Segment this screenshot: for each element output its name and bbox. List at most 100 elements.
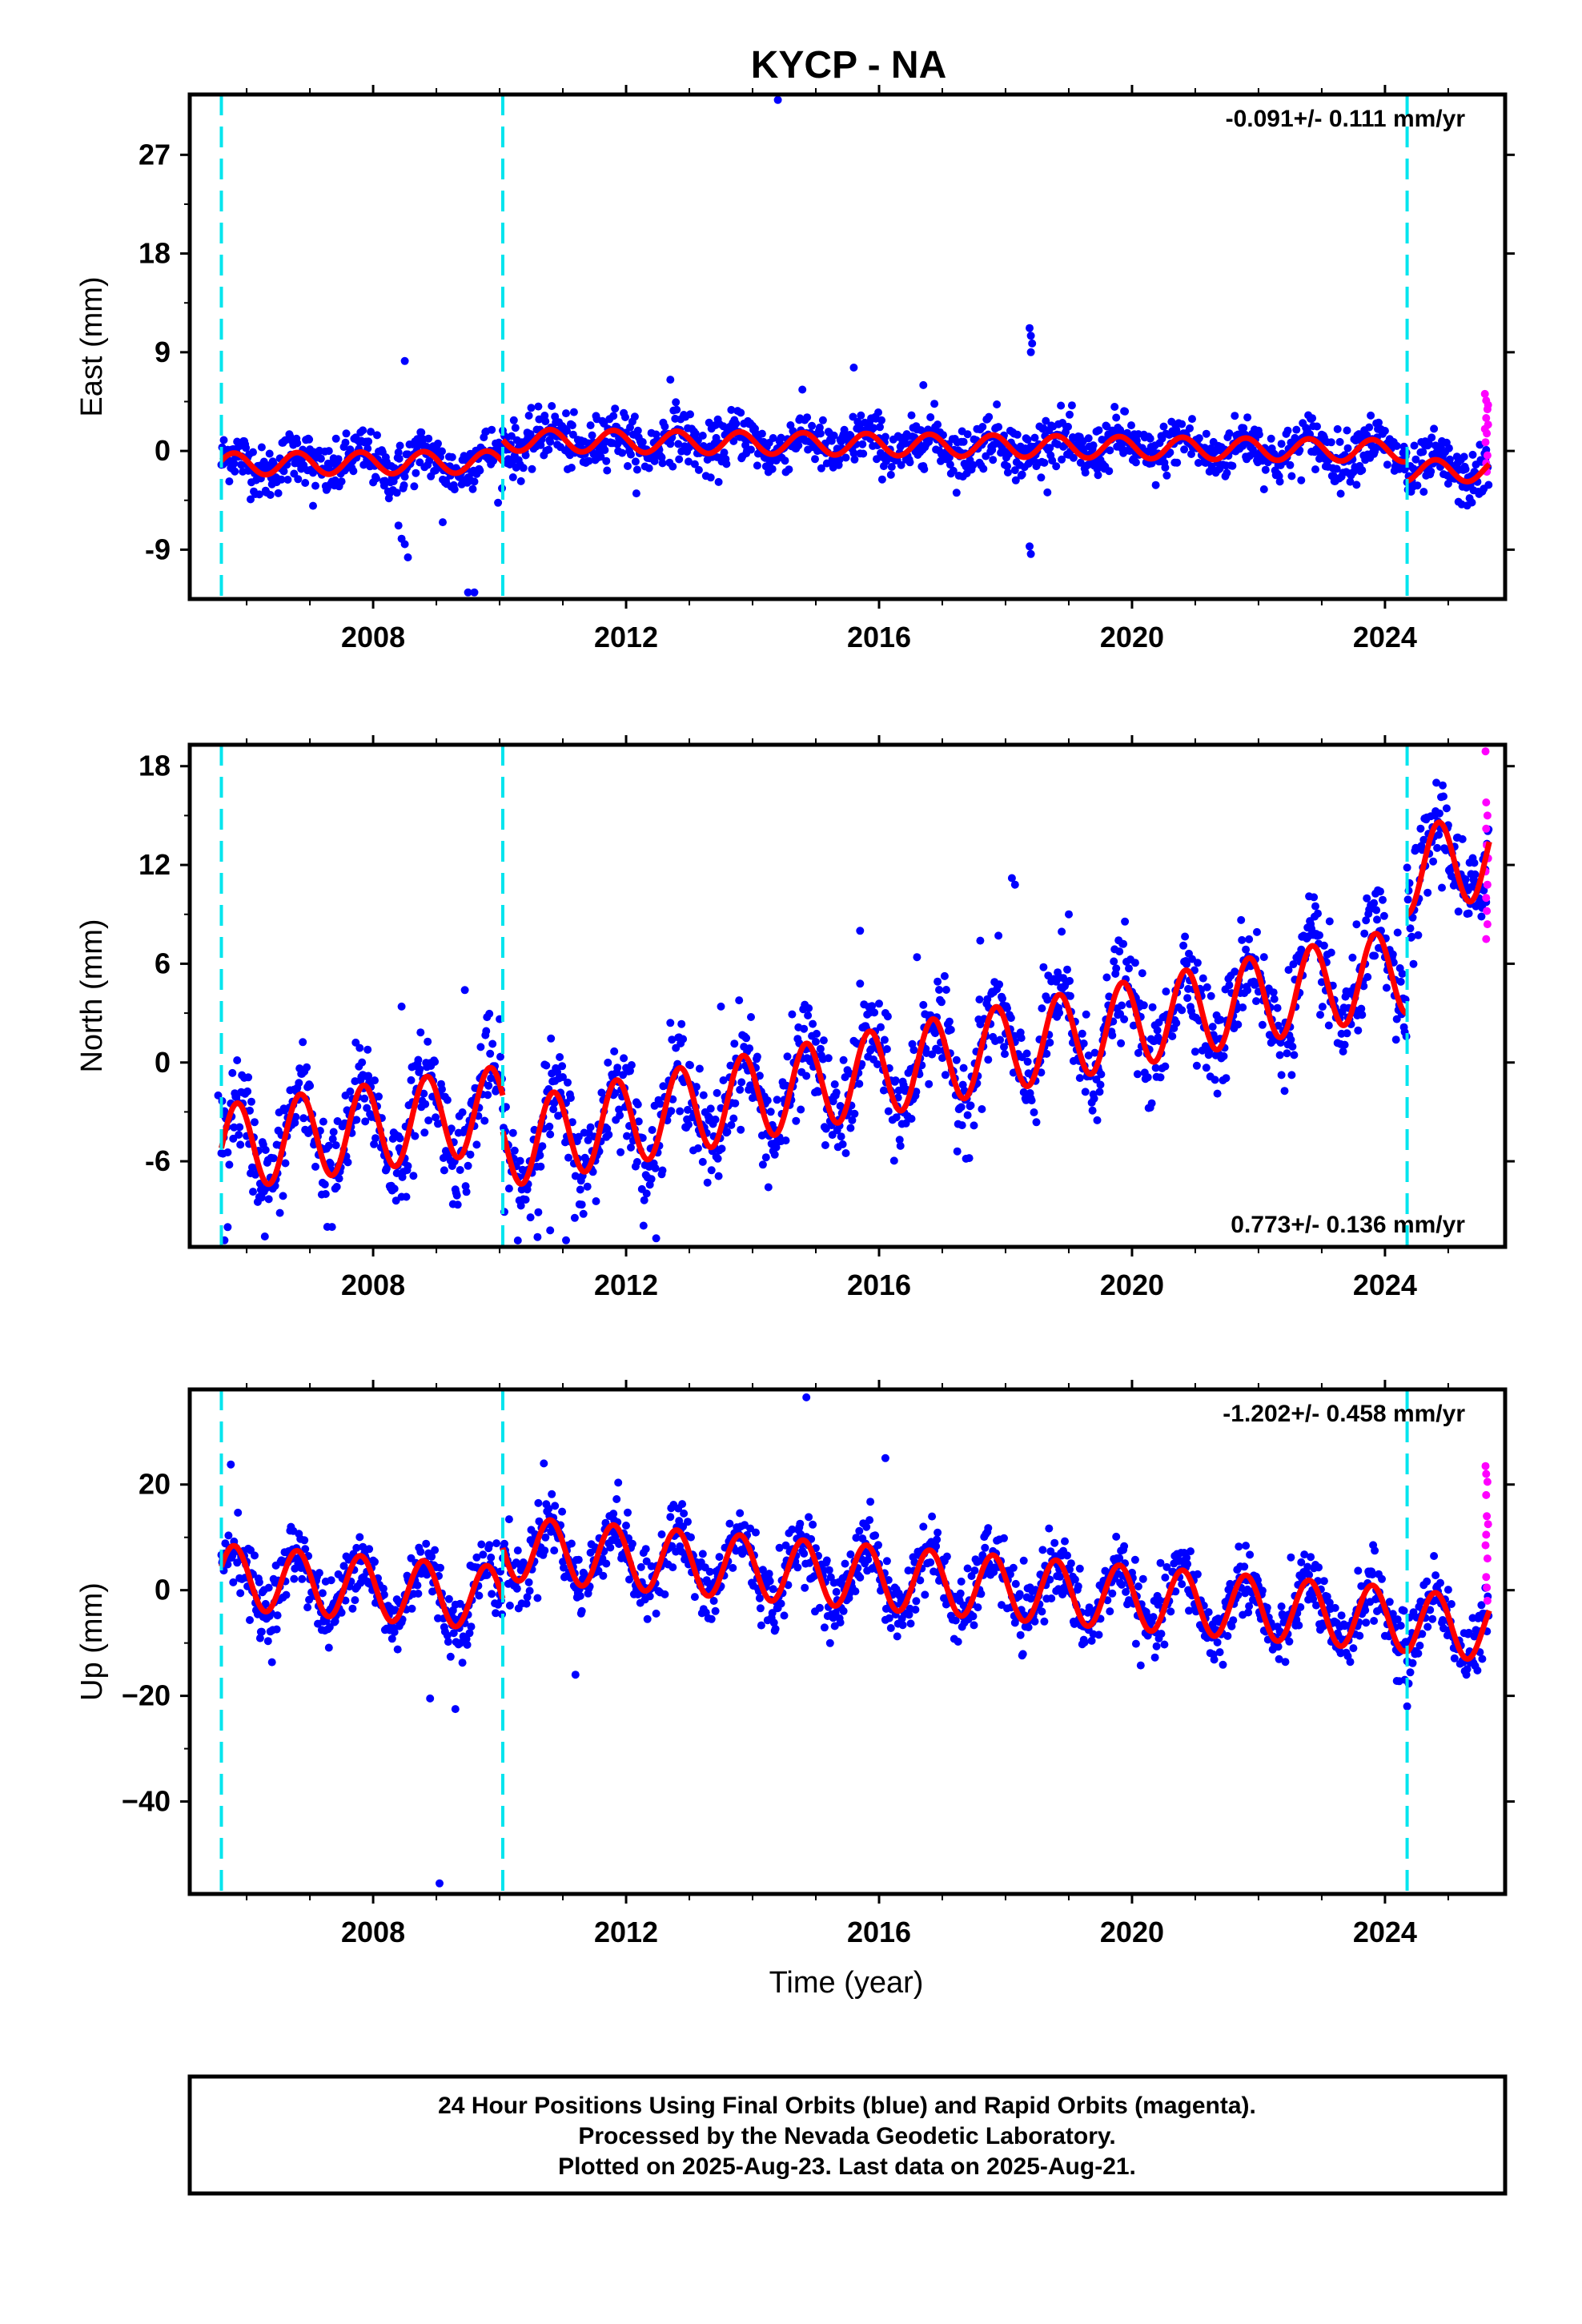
data-point [925,1080,934,1088]
data-point [886,1624,895,1632]
data-point [897,460,905,469]
data-point [994,423,1003,432]
data-point [324,1643,333,1652]
data-point [1130,959,1139,967]
data-point [452,1191,461,1200]
data-point [985,412,994,421]
rate-annotation: -0.091+/- 0.111 mm/yr [1226,106,1466,132]
data-point [978,1105,986,1113]
data-point [416,1547,425,1556]
data-point [528,464,536,473]
data-point [1039,963,1048,971]
data-point [1228,461,1237,470]
data-point [1162,987,1170,996]
data-point [1046,1038,1054,1047]
data-point [928,1512,937,1521]
data-point [975,995,984,1004]
data-point [839,1606,848,1615]
data-point [396,441,404,450]
data-point [1088,1106,1097,1115]
data-point [513,1546,522,1555]
data-point [1162,1562,1171,1571]
data-point [1287,1071,1296,1080]
data-point [851,1587,860,1596]
data-point [311,481,319,490]
data-point [534,1498,543,1507]
data-point [1193,959,1202,967]
data-point [266,491,275,499]
data-point [556,1053,564,1061]
data-point [746,1081,755,1090]
data-point [931,1029,940,1038]
rapid-point [1484,400,1492,409]
data-point [746,1524,755,1533]
x-tick-label: 2008 [341,621,405,653]
data-point [264,1583,273,1592]
data-point [219,436,228,444]
data-point [889,1156,898,1165]
data-point [647,1175,656,1184]
data-point [1368,1570,1377,1579]
data-point [887,463,896,471]
data-point [869,424,878,432]
data-point [553,1068,562,1076]
data-point [1097,1070,1106,1079]
outlier-point [919,380,928,389]
data-point [781,1541,790,1550]
data-point [541,417,550,426]
data-point [949,466,958,475]
data-point [1000,1043,1008,1051]
y-tick-label: 18 [139,237,171,270]
data-point [535,1517,544,1526]
data-point [392,489,401,497]
data-point [639,1221,648,1230]
data-point [984,1524,993,1533]
data-point [706,1104,715,1113]
data-point [1325,1598,1334,1607]
data-point [631,457,640,466]
data-point [907,411,916,420]
data-point [257,443,266,452]
data-point [247,1097,255,1106]
data-point [1287,472,1296,480]
data-point [272,1625,281,1634]
data-point [698,432,707,440]
data-point [706,473,715,482]
data-point [524,1578,533,1586]
outlier-point [913,953,921,962]
data-point [420,1128,429,1137]
data-point [1358,466,1367,475]
data-point [303,1603,312,1612]
data-point [963,1564,972,1573]
outlier-point [394,521,403,530]
outlier-point [1026,542,1034,551]
data-point [331,476,339,485]
data-point [1090,1094,1098,1103]
data-point [891,1076,900,1085]
data-point [1439,1616,1447,1624]
data-point [522,1599,531,1608]
rapid-point [1482,798,1491,806]
data-point [324,447,333,456]
data-point [677,1019,686,1028]
y-tick-label: 12 [139,848,171,881]
data-point [1118,1580,1126,1589]
data-point [264,1195,273,1204]
data-point [526,430,535,439]
data-point [877,1023,885,1031]
data-point [783,1052,792,1061]
data-point [1147,1099,1156,1108]
data-point [1063,965,1071,974]
data-point [1152,1642,1161,1651]
data-point [1352,920,1361,929]
data-point [840,425,849,434]
data-point [275,1208,284,1217]
data-point [1327,948,1335,957]
data-point [404,1162,412,1170]
data-point [414,1055,423,1064]
data-point [1283,426,1292,435]
data-point [305,435,314,444]
data-point [693,1144,702,1152]
data-point [1243,986,1252,995]
data-point [446,1652,455,1661]
